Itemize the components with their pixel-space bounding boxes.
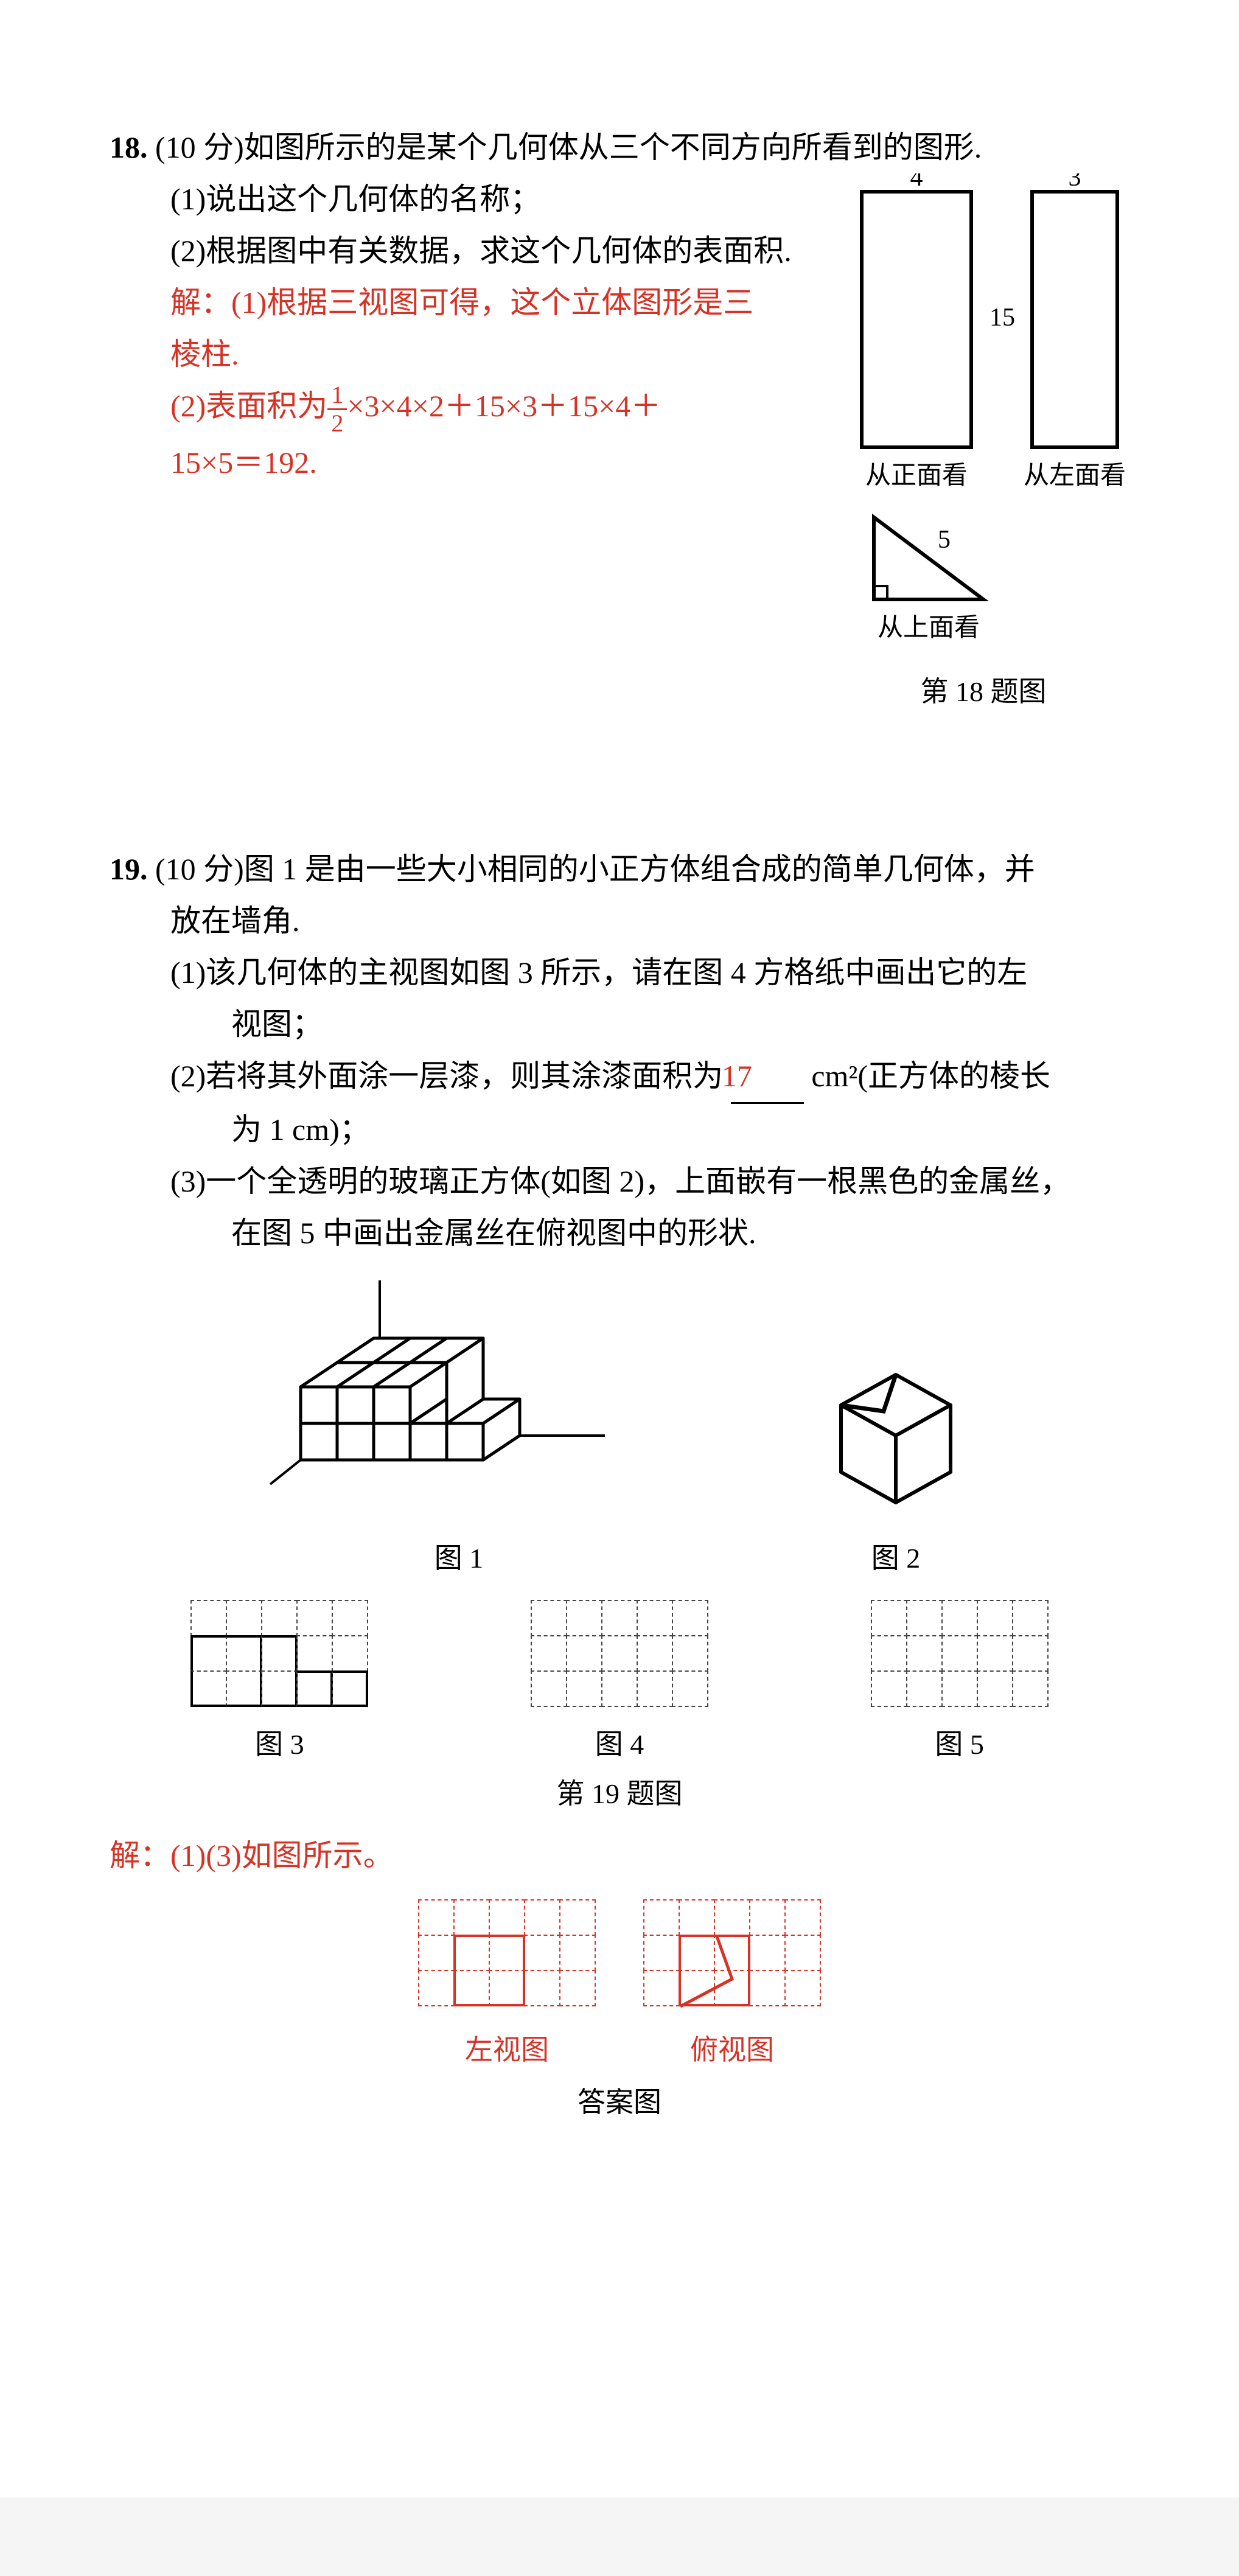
fig5-grid [871,1600,1048,1706]
ans-leftview-grid [419,1900,595,2006]
q18-stem-text: 如图所示的是某个几何体从三个不同方向所看到的图形. [244,130,982,164]
q19-stem-line1: 19. (10 分)图 1 是由一些大小相同的小正方体组合成的简单几何体，并 [110,843,1129,895]
fig4-block: 图 4 [531,1600,708,1762]
q19-ans-figs: 左视图 [110,1900,1129,2068]
q18-text-col: (1)说出这个几何体的名称； (2)根据图中有关数据，求这个几何体的表面积. 解… [110,173,813,489]
exam-page: 18. (10 分)如图所示的是某个几何体从三个不同方向所看到的图形. (1)说… [0,0,1239,2497]
q19-number: 19. [110,852,148,886]
fig1-block: 图 1 [264,1277,654,1576]
top-hyp-label: 5 [938,526,951,554]
ans-topview-block: 俯视图 [644,1900,820,2068]
fraction-one-half: 12 [327,382,347,437]
question-19: 19. (10 分)图 1 是由一些大小相同的小正方体组合成的简单几何体，并 放… [110,843,1129,2120]
fig3-label: 图 3 [191,1722,368,1762]
q18-sub2: (2)根据图中有关数据，求这个几何体的表面积. [110,225,813,277]
top-view-label: 从上面看 [878,614,980,642]
fig5-block: 图 5 [871,1600,1048,1762]
front-height-label: 15 [989,304,1015,332]
left-width-label: 3 [1069,173,1081,192]
q18-figcap: 第 18 题图 [837,669,1129,710]
q19-ans-text: 解：(1)(3)如图所示。 [110,1830,1129,1882]
q18-ans2-line2: 15×5＝192. [110,437,813,489]
fig5-label: 图 5 [871,1722,1048,1762]
frac-den: 2 [327,410,347,437]
fig4-grid [531,1600,708,1706]
ans-top-label: 俯视图 [644,2028,820,2068]
fig1-label: 图 1 [264,1536,654,1576]
q19-stem-a: 图 1 是由一些大小相同的小正方体组合成的简单几何体，并 [244,852,1035,886]
q19-sub1-line2: 视图； [110,999,1129,1050]
q18-views-svg: 4 15 从正面看 3 从左面看 5 从上面看 [837,173,1129,648]
q18-ans2-pre: (2)表面积为 [170,389,327,423]
q19-sub2-line2: 为 1 cm)； [110,1104,1129,1156]
frac-num: 1 [327,382,347,410]
q19-sub2-a: (2)若将其外面涂一层漆，则其涂漆面积为 [170,1059,723,1093]
fig2-svg [817,1350,975,1521]
q18-ans2-line1: (2)表面积为12×3×4×2＋15×3＋15×4＋ [110,380,813,437]
fig3-grid [191,1600,368,1706]
q18-ans1-line2: 棱柱. [110,329,813,380]
q19-points: (10 分) [155,852,244,886]
front-width-label: 4 [910,173,923,192]
q18-ans1-line1: 解：(1)根据三视图可得，这个立体图形是三 [110,277,813,329]
q19-sub3-line1: (3)一个全透明的玻璃正方体(如图 2)，上面嵌有一根黑色的金属丝， [110,1156,1129,1207]
q19-figrow-1: 图 1 图 2 [110,1277,1129,1576]
q19-figrow-2: 图 3 图 4 图 5 [110,1600,1129,1762]
q18-stem: 18. (10 分)如图所示的是某个几何体从三个不同方向所看到的图形. [110,122,1129,173]
q19-sub1-line1: (1)该几何体的主视图如图 3 所示，请在图 4 方格纸中画出它的左 [110,947,1129,999]
front-view-label: 从正面看 [865,462,968,490]
q18-ans2-expr: ×3×4×2＋15×3＋15×4＋ [347,389,661,423]
q19-sub2-line1: (2)若将其外面涂一层漆，则其涂漆面积为 17 cm²(正方体的棱长 [110,1050,1129,1104]
q18-figures: 4 15 从正面看 3 从左面看 5 从上面看 第 18 题图 [813,173,1129,710]
q19-blank-17: 17 [731,1050,804,1104]
fig4-label: 图 4 [531,1722,708,1762]
q19-sub2-b: cm²(正方体的棱长 [811,1059,1050,1093]
ans-left-label: 左视图 [419,2028,595,2068]
q18-row: (1)说出这个几何体的名称； (2)根据图中有关数据，求这个几何体的表面积. 解… [110,173,1129,710]
fig1-svg [264,1277,654,1521]
question-18: 18. (10 分)如图所示的是某个几何体从三个不同方向所看到的图形. (1)说… [110,122,1129,710]
ans-top-wire [644,1900,826,2009]
fig2-label: 图 2 [817,1536,975,1576]
q18-points: (10 分) [155,130,244,164]
q19-stem-line2: 放在墙角. [110,895,1129,947]
fig2-block: 图 2 [817,1350,975,1576]
q18-sub1: (1)说出这个几何体的名称； [110,173,813,225]
q19-figcap: 第 19 题图 [110,1771,1129,1812]
fig3-block: 图 3 [191,1600,368,1762]
left-view-label: 从左面看 [1024,462,1126,490]
ans-topview-grid [644,1900,820,2006]
q19-sub3-line2: 在图 5 中画出金属丝在俯视图中的形状. [110,1207,1129,1259]
ans-leftview-block: 左视图 [419,1900,595,2068]
q18-number: 18. [110,130,148,164]
ans-figcap: 答案图 [110,2080,1129,2120]
